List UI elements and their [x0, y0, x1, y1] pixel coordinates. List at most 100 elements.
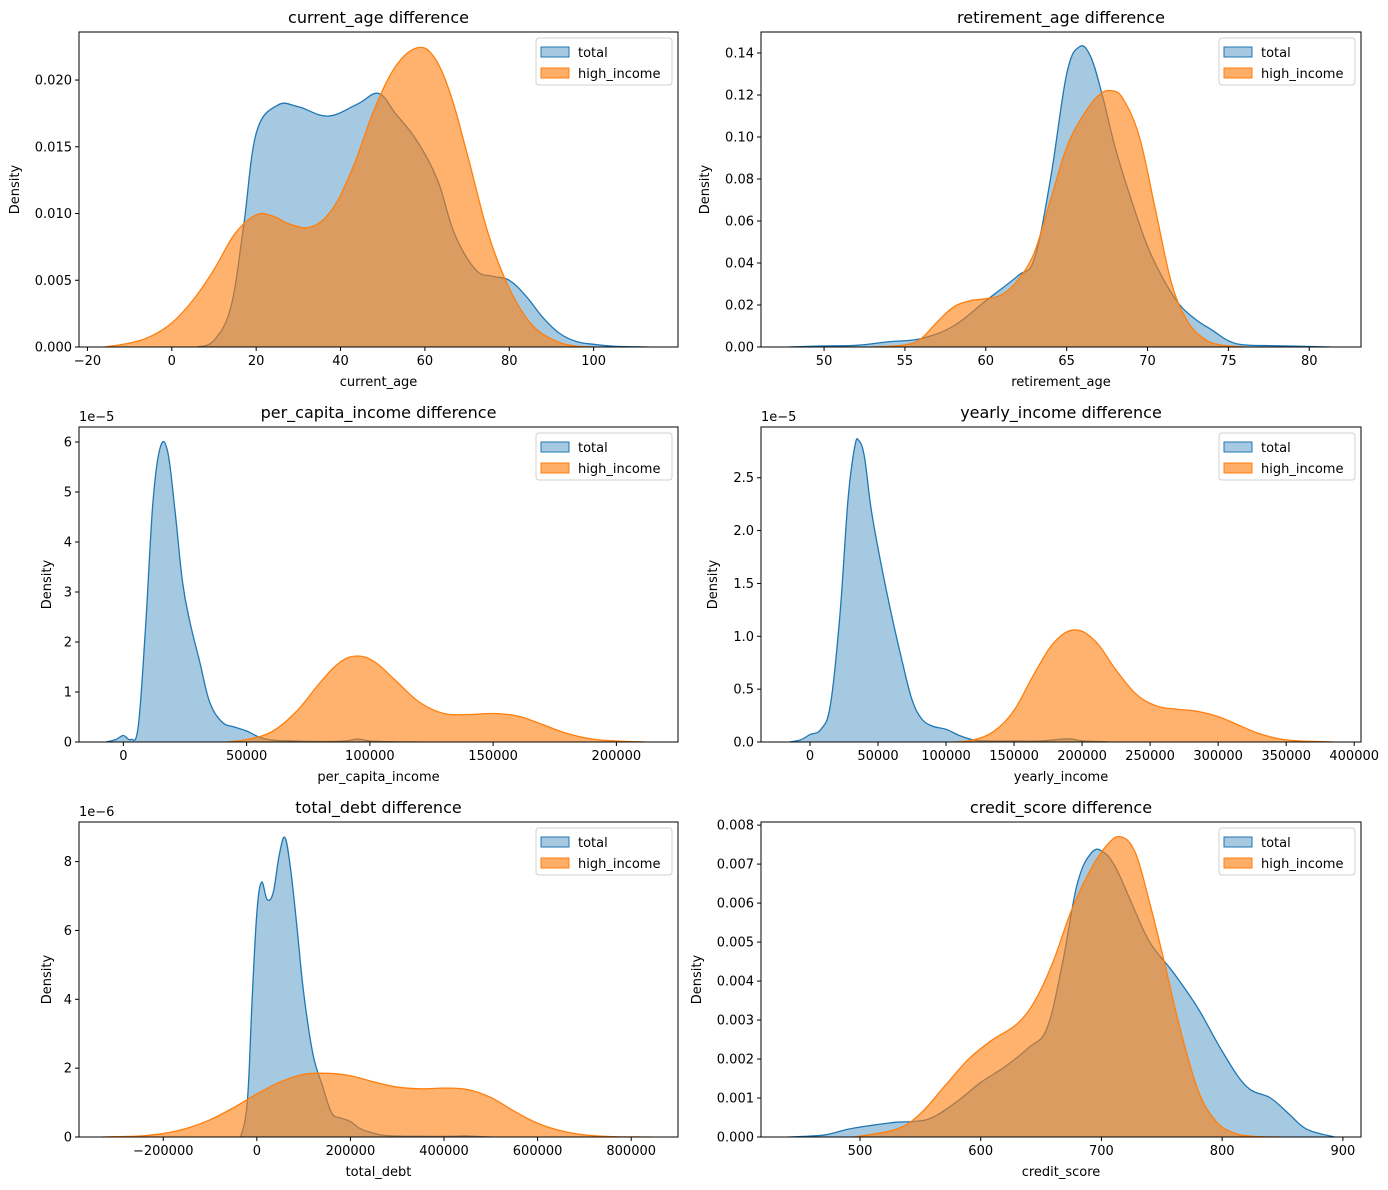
x-axis-label: per_capita_income — [317, 770, 439, 785]
x-tick-label: 0 — [168, 354, 176, 369]
legend: total high_income — [535, 827, 673, 876]
y-axis-label: Density — [698, 164, 713, 214]
legend-label-high-income: high_income — [1261, 462, 1343, 477]
kde-area-high-income — [102, 1073, 650, 1137]
x-tick-label: 70 — [1139, 354, 1156, 369]
x-tick-label: 500 — [848, 1144, 873, 1159]
subplot-total_debt: −200000 0 200000 400000 600000 800000 0 2 4 6 8 1e−… — [40, 798, 679, 1180]
y-tick-label: 0.08 — [725, 173, 754, 188]
x-axis-label: current_age — [340, 375, 418, 390]
legend-label-high-income: high_income — [1261, 67, 1343, 82]
kde-line-high-income — [955, 629, 1334, 742]
kde-line-high-income — [226, 655, 646, 742]
y-axis-label: Density — [706, 559, 721, 609]
x-tick-label: 400000 — [1329, 749, 1379, 764]
subplot-title: total_debt difference — [295, 798, 461, 818]
x-tick-label: 50000 — [857, 749, 898, 764]
x-axis-label: yearly_income — [1014, 770, 1108, 785]
legend-swatch-total — [540, 836, 570, 848]
y-tick-label: 0.06 — [725, 215, 754, 230]
y-tick-label: 0.00 — [725, 341, 754, 356]
x-tick-label: 55 — [897, 354, 914, 369]
y-axis-label: Density — [40, 559, 55, 609]
legend-swatch-high-income — [1223, 67, 1253, 79]
kde-area-high-income — [872, 90, 1245, 347]
x-tick-label: 65 — [1058, 354, 1075, 369]
legend-label-total: total — [1261, 46, 1291, 61]
legend-swatch-total — [540, 46, 570, 58]
legend-swatch-high-income — [1223, 857, 1253, 869]
y-tick-label: 0.001 — [717, 1092, 754, 1107]
x-tick-label: 200000 — [1057, 749, 1107, 764]
x-tick-label: 150000 — [468, 749, 518, 764]
legend-label-high-income: high_income — [1261, 857, 1343, 872]
y-tick-label: 0 — [64, 736, 72, 751]
y-tick-label: 2.0 — [733, 524, 754, 539]
y-tick-label: 0.02 — [725, 299, 754, 314]
y-tick-label: 0.5 — [733, 683, 754, 698]
legend-swatch-high-income — [540, 67, 570, 79]
x-tick-label: 900 — [1330, 1144, 1355, 1159]
y-tick-label: 6 — [64, 924, 72, 939]
y-offset-label: 1e−5 — [761, 410, 796, 425]
x-tick-label: −20 — [74, 354, 101, 369]
subplot-yearly_income: 0 50000 100000 150000 200000 250000 300000 3500… — [706, 403, 1379, 785]
x-tick-label: 250000 — [1125, 749, 1175, 764]
kde-line-high-income — [853, 835, 1281, 1137]
x-tick-label: −200000 — [133, 1144, 194, 1159]
kde-area-total — [789, 438, 1110, 742]
legend: total high_income — [1218, 37, 1356, 86]
kde-line-high-income — [104, 46, 594, 347]
subplot-title: retirement_age difference — [957, 8, 1165, 28]
kde-line-high-income — [872, 89, 1245, 347]
x-tick-label: 40 — [332, 354, 349, 369]
subplot-retirement_age: 50 55 60 65 70 75 80 0.00 0.02 0.04 0.06 0.08 0.10 0.… — [698, 8, 1362, 390]
y-tick-label: 0.000 — [35, 341, 72, 356]
legend-swatch-total — [1223, 836, 1253, 848]
axes-frame — [78, 821, 679, 1138]
y-tick-label: 4 — [64, 993, 72, 1008]
legend-swatch-high-income — [540, 857, 570, 869]
y-tick-label: 0.005 — [717, 936, 754, 951]
x-tick-label: 350000 — [1261, 749, 1311, 764]
legend-swatch-high-income — [540, 462, 570, 474]
x-tick-label: 20 — [248, 354, 265, 369]
kde-area-total — [106, 441, 420, 742]
x-tick-label: 200000 — [326, 1144, 376, 1159]
x-tick-label: 50000 — [226, 749, 267, 764]
x-tick-label: 0 — [119, 749, 127, 764]
y-tick-label: 0.04 — [725, 257, 754, 272]
axes-frame — [760, 31, 1362, 348]
y-tick-label: 5 — [64, 486, 72, 501]
y-tick-label: 0.12 — [725, 89, 754, 104]
legend-box — [1218, 37, 1356, 86]
subplot-credit_score: 500 600 700 800 900 0.000 0.001 0.002 0.003 0.004… — [690, 798, 1362, 1180]
x-tick-label: 200000 — [592, 749, 642, 764]
y-offset-label: 1e−6 — [79, 805, 114, 820]
legend-label-total: total — [1261, 441, 1291, 456]
x-axis-label: total_debt — [346, 1165, 412, 1180]
y-tick-label: 1 — [64, 686, 72, 701]
legend-label-total: total — [578, 46, 608, 61]
legend-swatch-high-income — [1223, 462, 1253, 474]
plot-area — [102, 836, 650, 1137]
y-tick-label: 0.000 — [717, 1131, 754, 1146]
legend-box — [535, 432, 673, 481]
x-tick-label: 100 — [581, 354, 606, 369]
y-tick-label: 0.004 — [717, 975, 754, 990]
subplot-title: yearly_income difference — [960, 403, 1162, 423]
y-tick-label: 0.10 — [725, 131, 754, 146]
legend: total high_income — [1218, 827, 1356, 876]
x-tick-label: 600000 — [513, 1144, 563, 1159]
kde-area-high-income — [955, 629, 1334, 742]
legend-swatch-total — [1223, 441, 1253, 453]
kde-line-total — [787, 848, 1335, 1137]
plot-area — [788, 45, 1331, 347]
y-axis-label: Density — [8, 164, 23, 214]
legend: total high_income — [535, 432, 673, 481]
legend-label-total: total — [578, 441, 608, 456]
legend-swatch-total — [540, 441, 570, 453]
legend-label-total: total — [1261, 836, 1291, 851]
y-tick-label: 0.010 — [35, 207, 72, 222]
